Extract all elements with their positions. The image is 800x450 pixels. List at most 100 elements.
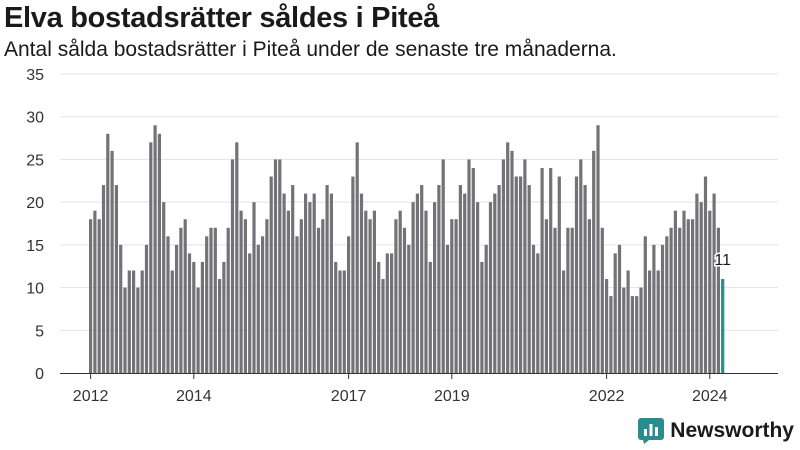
bar [282, 193, 286, 373]
bar [269, 176, 273, 373]
bar [106, 133, 110, 373]
bar [157, 133, 161, 373]
bar [643, 236, 647, 373]
bar [411, 202, 415, 373]
bar [501, 159, 505, 373]
bar [235, 142, 239, 373]
bar [372, 210, 376, 373]
bar [699, 202, 703, 373]
bar [648, 270, 652, 373]
y-tick-label: 15 [26, 238, 44, 255]
bar [686, 219, 690, 373]
bar [252, 202, 256, 373]
bar [523, 159, 527, 373]
y-tick-label: 35 [26, 67, 44, 84]
bar [583, 185, 587, 373]
bar [506, 142, 510, 373]
bar [377, 261, 381, 373]
bar [437, 185, 441, 373]
bar [325, 185, 329, 373]
bar [407, 244, 411, 373]
bar [420, 185, 424, 373]
bar [531, 244, 536, 373]
bar [622, 287, 626, 373]
bar [248, 253, 252, 373]
bar [510, 150, 514, 373]
bar [703, 176, 708, 373]
bar [291, 185, 295, 373]
bar-highlight [721, 279, 725, 373]
x-tick-label: 2017 [331, 388, 367, 405]
bar [213, 227, 217, 373]
bar [630, 296, 634, 373]
bar [200, 261, 204, 373]
bar [359, 193, 364, 373]
bar [355, 142, 359, 373]
bar [222, 261, 226, 373]
bar [183, 219, 187, 373]
bar [592, 150, 596, 373]
bar [695, 193, 699, 373]
y-tick-label: 10 [26, 281, 44, 298]
bar [497, 185, 501, 373]
bar [110, 150, 114, 373]
bar [342, 270, 346, 373]
bar [441, 159, 445, 373]
bar [273, 159, 278, 373]
bar [566, 227, 570, 373]
bar [673, 210, 677, 373]
bar [587, 219, 591, 373]
brand: Newsworthy [638, 418, 794, 444]
bar [153, 125, 157, 373]
bar [114, 185, 118, 373]
y-axis-labels: 0 5 10 15 20 25 30 35 [26, 67, 44, 383]
bar [312, 193, 316, 373]
x-tick-label: 2019 [434, 388, 470, 405]
bar [385, 253, 389, 373]
bar [338, 270, 342, 373]
x-axis-ticks: 2012 2014 2017 2019 2022 2024 [73, 373, 728, 405]
bar [527, 185, 531, 373]
bar [243, 219, 247, 373]
bar [175, 244, 179, 373]
last-value-label: 11 [714, 252, 731, 269]
bar [639, 287, 643, 373]
bar [347, 236, 351, 373]
bar [484, 244, 488, 373]
bar [196, 287, 200, 373]
bar [574, 176, 579, 373]
bar [433, 202, 437, 373]
bar [600, 227, 604, 373]
bar [123, 287, 127, 373]
bar [218, 279, 222, 373]
bar [660, 244, 665, 373]
bar [209, 227, 213, 373]
bar [562, 270, 566, 373]
bar [127, 270, 131, 373]
bar [170, 270, 174, 373]
bar [652, 244, 656, 373]
bar [480, 261, 484, 373]
bar [226, 227, 230, 373]
bar [381, 279, 385, 373]
bar [540, 167, 544, 373]
chart-title: Elva bostadsrätter såldes i Piteå [4, 2, 439, 34]
x-tick-label: 2022 [589, 388, 625, 405]
bar [557, 176, 561, 373]
x-tick-label: 2024 [692, 388, 728, 405]
bar [101, 185, 106, 373]
bar [476, 202, 480, 373]
bar [261, 236, 265, 373]
bar [136, 287, 140, 373]
bar [286, 210, 290, 373]
bar [299, 219, 303, 373]
bar [334, 261, 338, 373]
bar [570, 227, 574, 373]
bar [329, 193, 333, 373]
bar [256, 244, 260, 373]
bar [192, 261, 196, 373]
bar [682, 210, 686, 373]
bar [364, 210, 368, 373]
bar [351, 176, 355, 373]
